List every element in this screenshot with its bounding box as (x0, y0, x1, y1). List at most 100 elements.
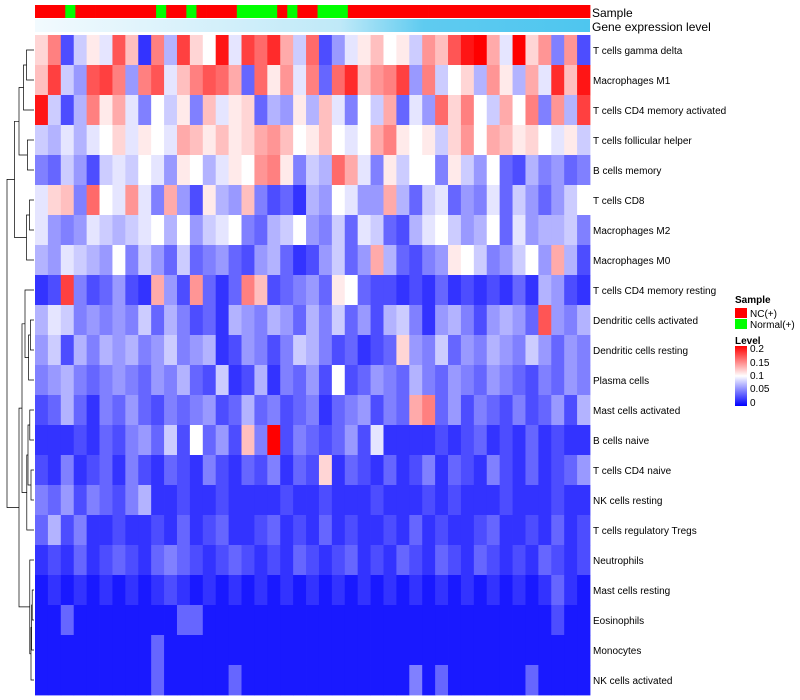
heatmap-cell (499, 395, 513, 426)
heatmap-cell (228, 605, 242, 636)
heatmap-cell (215, 635, 230, 666)
heatmap-cell (280, 35, 294, 66)
heatmap-cell (280, 485, 294, 516)
heatmap-cell (538, 185, 552, 216)
dendrogram-branch (21, 323, 27, 493)
heatmap-cell (512, 65, 526, 96)
heatmap-cell (577, 635, 591, 666)
heatmap-cell (202, 125, 217, 156)
heatmap-cell (86, 665, 100, 696)
heatmap-cell (525, 575, 539, 606)
heatmap-cell (35, 665, 49, 696)
heatmap-cell (370, 155, 384, 186)
heatmap-cell (241, 545, 255, 576)
sample-annotation-cell (135, 5, 147, 18)
heatmap-cell (331, 185, 346, 216)
heatmap-cell (370, 635, 384, 666)
heatmap-cell (73, 305, 88, 336)
heatmap-cell (383, 305, 397, 336)
heatmap-cell (473, 485, 488, 516)
heatmap-cell (422, 35, 436, 66)
heatmap-cell (99, 185, 113, 216)
sample-annotation-cell (216, 5, 228, 18)
heatmap-cell (383, 155, 397, 186)
heatmap-cell (241, 515, 255, 546)
heatmap-cell (138, 335, 152, 366)
heatmap-cell (151, 245, 165, 276)
heatmap-cell (422, 365, 436, 396)
heatmap-cell (60, 215, 75, 246)
heatmap-cell (60, 185, 75, 216)
heatmap-cell (112, 65, 126, 96)
heatmap-cell (267, 575, 281, 606)
heatmap-cell (138, 125, 152, 156)
heatmap-cell (164, 485, 178, 516)
heatmap-cell (396, 605, 410, 636)
heatmap-cell (486, 215, 501, 246)
heatmap-cell (499, 665, 513, 696)
heatmap-cell (551, 605, 565, 636)
heatmap-cell (267, 155, 281, 186)
heatmap-cell (499, 185, 513, 216)
heatmap-cell (396, 95, 410, 126)
heatmap-cell (280, 95, 294, 126)
heatmap-cell (344, 335, 359, 366)
heatmap-cell (280, 665, 294, 696)
heatmap-cell (383, 545, 397, 576)
heatmap-cell (47, 575, 62, 606)
heatmap-cell (86, 515, 100, 546)
heatmap-cell (318, 575, 333, 606)
heatmap-cell (525, 155, 539, 186)
heatmap-cell (383, 215, 397, 246)
heatmap-cell (228, 635, 242, 666)
heatmap-cell (35, 125, 49, 156)
heatmap-cell (164, 245, 178, 276)
heatmap-cell (538, 395, 552, 426)
heatmap-cell (228, 95, 242, 126)
heatmap-cell (138, 395, 152, 426)
heatmap-cell (383, 395, 397, 426)
heatmap-cell (577, 665, 591, 696)
heatmap-cell (448, 395, 462, 426)
heatmap-cell (73, 155, 88, 186)
heatmap-cell (344, 455, 359, 486)
heatmap-cell (112, 125, 126, 156)
heatmap-cell (577, 245, 591, 276)
heatmap-cell (202, 215, 217, 246)
heatmap-cell (254, 215, 268, 246)
heatmap-cell (151, 395, 165, 426)
heatmap-cell (318, 245, 333, 276)
heatmap-cell (499, 65, 513, 96)
heatmap-cell (422, 395, 436, 426)
heatmap-cell (202, 425, 217, 456)
heatmap-cell (138, 215, 152, 246)
heatmap-cell (422, 515, 436, 546)
heatmap-cell (331, 545, 346, 576)
heatmap-cell (357, 95, 371, 126)
heatmap-cell (35, 635, 49, 666)
heatmap-cell (512, 395, 526, 426)
heatmap-cell (512, 665, 526, 696)
heatmap-cell (577, 545, 591, 576)
row-label: NK cells resting (593, 496, 662, 507)
heatmap-cell (460, 455, 475, 486)
heatmap-cell (435, 605, 449, 636)
heatmap-cell (370, 245, 384, 276)
heatmap-cell (396, 335, 410, 366)
heatmap-cell (538, 335, 552, 366)
heatmap-cell (189, 305, 204, 336)
heatmap-cell (241, 665, 255, 696)
heatmap-cell (370, 575, 384, 606)
heatmap-cell (125, 515, 139, 546)
heatmap-cell (202, 245, 217, 276)
heatmap-cell (293, 425, 307, 456)
heatmap-cell (99, 155, 113, 186)
heatmap-cell (383, 635, 397, 666)
heatmap-cell (318, 425, 333, 456)
heatmap-cell (551, 545, 565, 576)
dendrogram-branch (24, 289, 34, 358)
heatmap-cell (370, 485, 384, 516)
sample-annotation-cell (579, 5, 591, 18)
heatmap-cell (577, 185, 591, 216)
heatmap-cell (138, 605, 152, 636)
